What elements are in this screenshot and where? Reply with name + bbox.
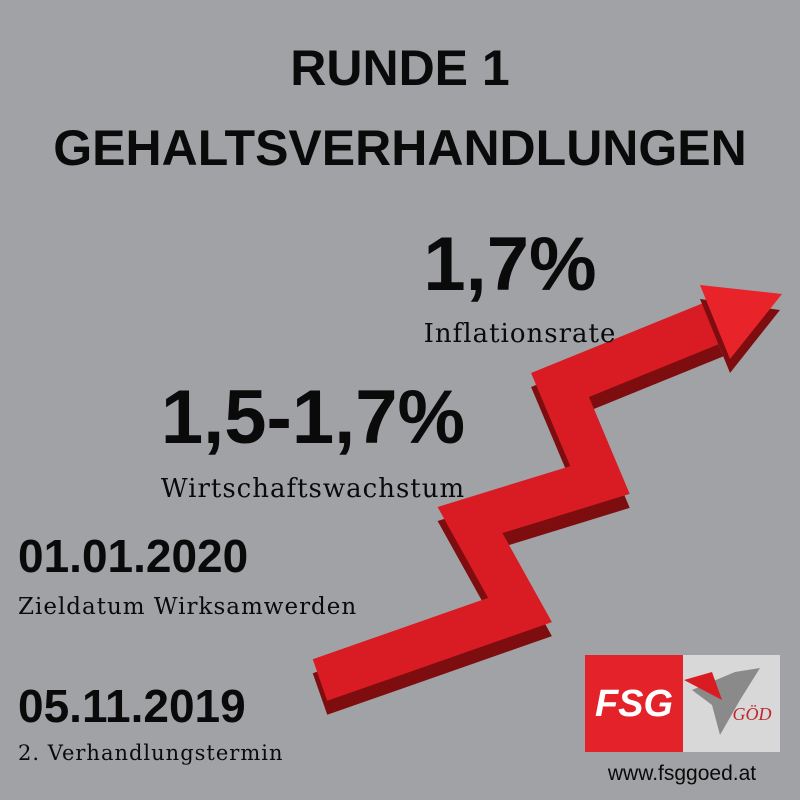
logo-red	[585, 655, 685, 752]
logo-text: GÖD	[733, 704, 772, 724]
arrow-head	[700, 285, 782, 359]
stat-value: 1,7%	[423, 222, 596, 307]
stat-value: 1,5-1,7%	[161, 375, 465, 460]
stat-label: Zieldatum Wirksamwerden	[18, 594, 357, 620]
title: RUNDE 1	[290, 40, 509, 96]
logo: FSG GÖD	[585, 655, 780, 752]
stat-label: Inflationsrate	[424, 319, 617, 349]
stat-value: 01.01.2020	[18, 530, 248, 582]
stat-label: Wirtschaftswachstum	[161, 474, 465, 504]
stat-value: 05.11.2019	[18, 680, 246, 732]
arrow-top	[312, 301, 724, 701]
title: GEHALTSVERHANDLUNGEN	[53, 120, 747, 176]
url: www.fsggoed.at	[607, 762, 756, 785]
arrow	[312, 285, 782, 715]
logo-flag	[684, 672, 722, 700]
stat-label: 2. Verhandlungstermin	[18, 741, 283, 765]
logo-text: FSG	[595, 683, 673, 725]
